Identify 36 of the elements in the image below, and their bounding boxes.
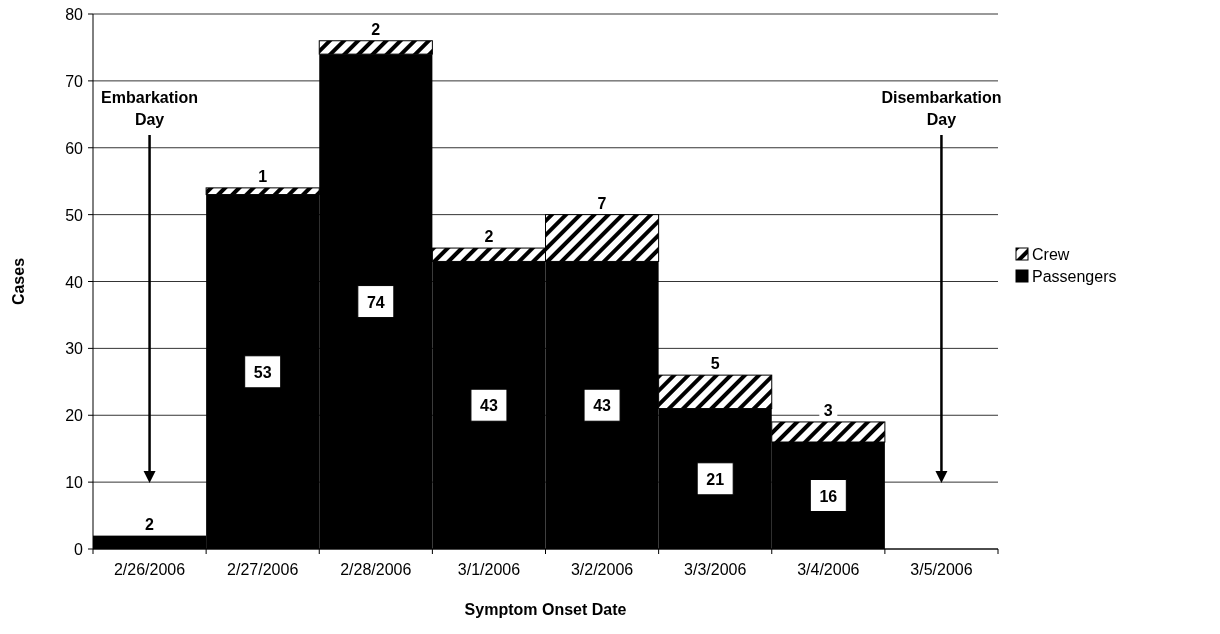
x-tick-label: 3/1/2006 — [457, 561, 521, 578]
data-label: 5 — [710, 355, 720, 373]
data-label: 1 — [258, 167, 268, 185]
data-label: 7 — [597, 194, 607, 212]
legend-label: Passengers — [1032, 268, 1117, 285]
x-axis-title: Symptom Onset Date — [464, 601, 627, 618]
data-label: 53 — [253, 363, 272, 381]
y-tick-label: 70 — [65, 72, 84, 90]
data-label: 2 — [145, 515, 155, 533]
x-tick-label: 2/28/2006 — [340, 561, 412, 578]
y-tick-label: 0 — [74, 541, 84, 558]
x-tick-label: 2/26/2006 — [113, 561, 186, 578]
y-tick-label: 50 — [65, 206, 84, 224]
data-label: 3 — [823, 401, 833, 419]
y-tick-label: 30 — [65, 340, 84, 358]
y-tick-label: 20 — [65, 407, 84, 425]
data-label: 43 — [593, 397, 612, 415]
y-tick-label: 80 — [65, 6, 84, 23]
data-label: 74 — [366, 293, 385, 311]
y-tick-label: 60 — [65, 139, 84, 157]
annotation: Disembarkation Day — [881, 89, 1002, 128]
y-tick-label: 10 — [65, 474, 84, 492]
x-tick-label: 3/2/2006 — [570, 561, 634, 578]
y-tick-label: 40 — [65, 273, 84, 291]
legend-label: Crew — [1032, 246, 1070, 263]
x-tick-label: 2/27/2006 — [227, 561, 299, 578]
annotation: Embarkation Day — [101, 89, 199, 128]
data-label: 2 — [371, 20, 381, 38]
x-tick-label: 3/3/2006 — [684, 561, 747, 578]
data-label: 43 — [480, 397, 498, 415]
x-tick-label: 3/5/2006 — [910, 561, 973, 578]
y-axis-title: Cases — [10, 257, 27, 306]
data-label: 2 — [484, 228, 494, 246]
data-label: 16 — [819, 487, 838, 505]
data-label: 21 — [706, 470, 725, 488]
x-tick-label: 3/4/2006 — [797, 561, 860, 578]
